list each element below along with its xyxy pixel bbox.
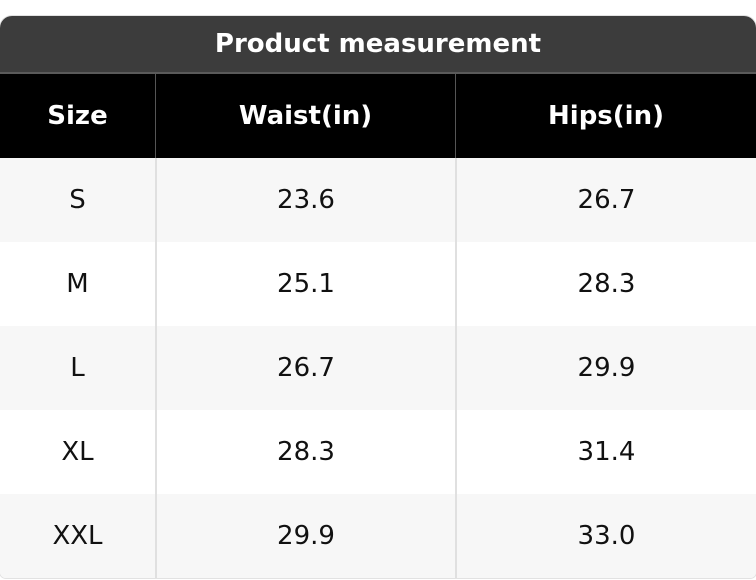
header-row: Size Waist(in) Hips(in): [0, 74, 756, 158]
table-cell: 29.9: [155, 494, 455, 578]
table-cell: L: [70, 353, 85, 383]
table-row: L 26.7 29.9: [0, 326, 756, 410]
table-title: Product measurement: [0, 16, 756, 74]
body-rows: S 23.6 26.7 M 25.1 28.3 L 26.7 29.9 XL 28.3 31.4 XXL…: [0, 158, 756, 578]
table-cell: 26.7: [155, 326, 455, 410]
size-table: Product measurement Size Waist(in) Hips(in…: [0, 16, 756, 578]
table-cell: 23.6: [155, 158, 455, 242]
table-cell: S: [69, 185, 86, 215]
table-cell: XL: [61, 437, 94, 467]
table-cell: 28.3: [155, 410, 455, 494]
header-cell: Waist(in): [155, 74, 455, 158]
table-row: S 23.6 26.7: [0, 158, 756, 242]
table-body: Size Waist(in) Hips(in) S 23.6 26.7 M 25.1 28.3 L…: [0, 74, 756, 578]
table-cell: 25.1: [155, 242, 455, 326]
header-cell: Size: [47, 101, 108, 131]
table-cell: 29.9: [455, 326, 756, 410]
table-cell: 28.3: [455, 242, 756, 326]
table-row: XL 28.3 31.4: [0, 410, 756, 494]
table-row: M 25.1 28.3: [0, 242, 756, 326]
table-cell: 31.4: [455, 410, 756, 494]
table-cell: M: [66, 269, 89, 299]
header-cell: Hips(in): [455, 74, 756, 158]
table-cell: 33.0: [455, 494, 756, 578]
table-cell: XXL: [52, 521, 103, 551]
table-cell: 26.7: [455, 158, 756, 242]
table-row: XXL 29.9 33.0: [0, 494, 756, 578]
